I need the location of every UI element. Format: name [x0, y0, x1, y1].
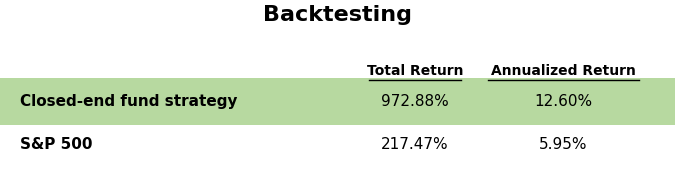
FancyBboxPatch shape	[0, 78, 675, 125]
Text: Backtesting: Backtesting	[263, 5, 412, 25]
Text: 217.47%: 217.47%	[381, 137, 449, 152]
Text: Total Return: Total Return	[367, 64, 463, 78]
Text: 5.95%: 5.95%	[539, 137, 588, 152]
Text: 12.60%: 12.60%	[535, 94, 593, 109]
Text: Closed-end fund strategy: Closed-end fund strategy	[20, 94, 238, 109]
Text: Annualized Return: Annualized Return	[491, 64, 636, 78]
Text: 972.88%: 972.88%	[381, 94, 449, 109]
Text: S&P 500: S&P 500	[20, 137, 92, 152]
